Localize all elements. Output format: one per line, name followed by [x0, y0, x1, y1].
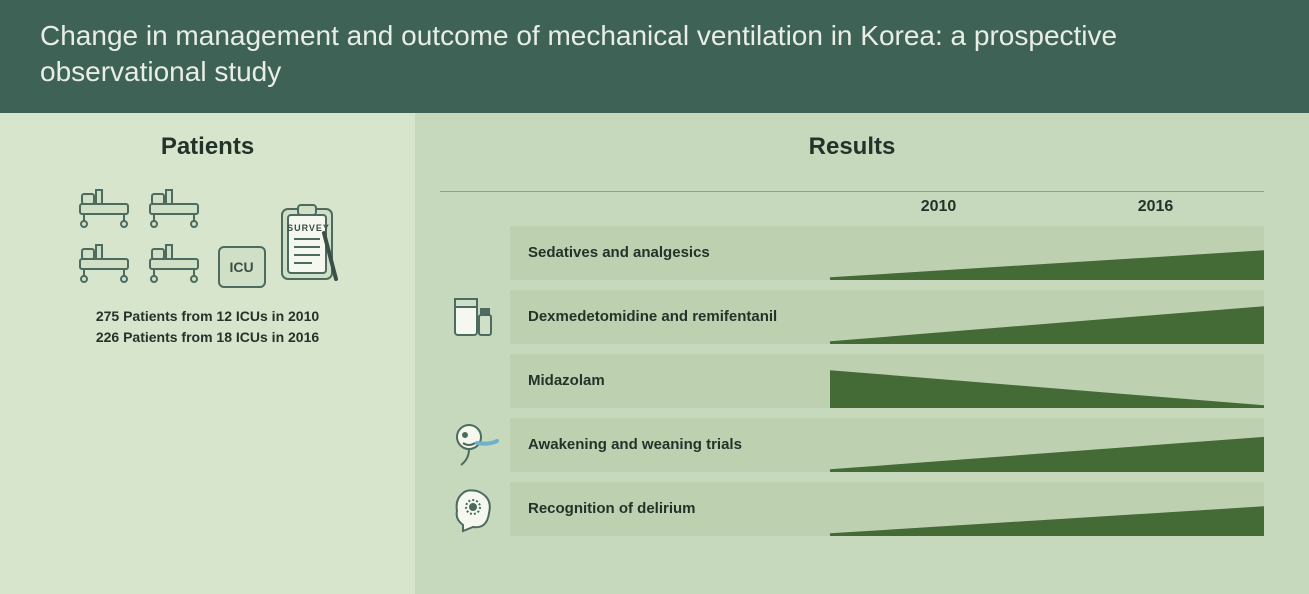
- result-label: Sedatives and analgesics: [510, 226, 830, 280]
- patients-line-2016: 226 Patients from 18 ICUs in 2016: [30, 327, 385, 348]
- result-row: Dexmedetomidine and remifentanil: [440, 290, 1264, 344]
- icu-label: ICU: [229, 259, 253, 275]
- survey-clipboard-icon: SURVEY: [278, 203, 340, 288]
- delirium-icon: [440, 482, 510, 536]
- awakening-icon: [440, 418, 510, 472]
- patients-panel: Patients ICU: [0, 113, 415, 594]
- year-2016: 2016: [1047, 198, 1264, 216]
- result-label: Recognition of delirium: [510, 482, 830, 536]
- result-label: Awakening and weaning trials: [510, 418, 830, 472]
- result-row: Recognition of delirium: [440, 482, 1264, 536]
- results-heading: Results: [440, 133, 1264, 161]
- patients-summary: 275 Patients from 12 ICUs in 2010 226 Pa…: [30, 306, 385, 348]
- trend-wedge: [830, 354, 1264, 408]
- hospital-bed-icon: [76, 186, 136, 233]
- none-icon: [440, 226, 510, 280]
- trend-wedge: [830, 418, 1264, 472]
- page-title: Change in management and outcome of mech…: [40, 20, 1117, 87]
- result-label: Dexmedetomidine and remifentanil: [510, 290, 830, 344]
- year-header-row: 2010 2016: [440, 191, 1264, 226]
- beds-grid: [76, 186, 206, 288]
- icu-badge-icon: ICU: [218, 246, 266, 288]
- hospital-bed-icon: [146, 186, 206, 233]
- trend-wedge: [830, 482, 1264, 536]
- trend-wedge: [830, 290, 1264, 344]
- result-row: Awakening and weaning trials: [440, 418, 1264, 472]
- survey-label: SURVEY: [278, 223, 340, 233]
- result-row: Midazolam: [440, 354, 1264, 408]
- title-banner: Change in management and outcome of mech…: [0, 0, 1309, 113]
- none-icon: [440, 354, 510, 408]
- patients-line-2010: 275 Patients from 12 ICUs in 2010: [30, 306, 385, 327]
- medication-icon: [440, 290, 510, 344]
- patients-heading: Patients: [30, 133, 385, 161]
- results-panel: Results 2010 2016 Sedatives and analgesi…: [415, 113, 1309, 594]
- trend-wedge: [830, 226, 1264, 280]
- result-label: Midazolam: [510, 354, 830, 408]
- results-table: 2010 2016 Sedatives and analgesics Dexmed…: [440, 191, 1264, 536]
- content-body: Patients ICU: [0, 113, 1309, 594]
- result-row: Sedatives and analgesics: [440, 226, 1264, 280]
- hospital-bed-icon: [76, 241, 136, 288]
- patients-graphic: ICU SURVEY: [30, 186, 385, 288]
- hospital-bed-icon: [146, 241, 206, 288]
- year-2010: 2010: [830, 198, 1047, 216]
